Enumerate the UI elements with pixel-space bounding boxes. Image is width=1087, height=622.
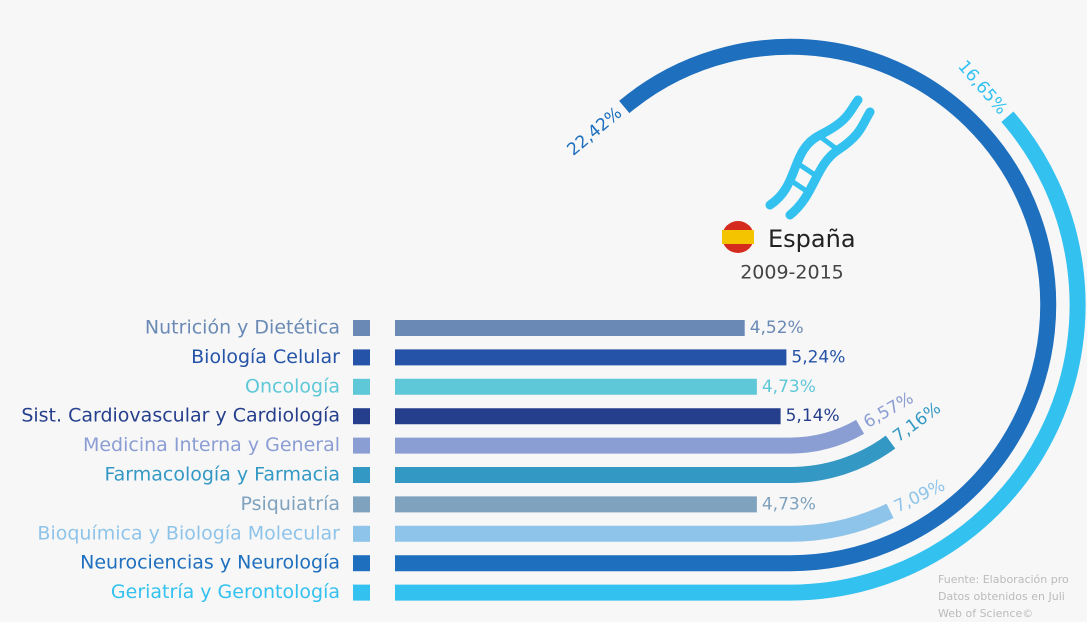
category-label: Biología Celular — [191, 346, 340, 368]
value-label: 4,73% — [762, 377, 816, 397]
legend-swatch — [353, 584, 370, 601]
legend-swatch — [353, 349, 370, 366]
category-label: Oncología — [245, 375, 340, 397]
source: Datos obtenidos en Juli — [938, 590, 1065, 603]
bar — [395, 38, 1057, 572]
category-label: Psiquiatría — [240, 493, 340, 515]
source: Fuente: Elaboración pro — [938, 573, 1069, 586]
legend-swatch — [353, 496, 370, 513]
category-label: Sist. Cardiovascular y Cardiología — [21, 405, 340, 427]
subtitle: 2009-2015 — [740, 262, 844, 284]
bar — [395, 111, 1086, 601]
legend-swatch — [353, 525, 370, 542]
bar — [395, 503, 894, 542]
legend-swatch — [353, 467, 370, 483]
category-label: Nutrición y Dietética — [145, 317, 340, 339]
value-label: 22,42% — [564, 103, 627, 160]
bar — [395, 419, 865, 454]
dna-rung — [797, 162, 821, 180]
dna-rung — [819, 135, 841, 153]
category-label: Medicina Interna y General — [83, 434, 340, 456]
bar — [395, 435, 896, 483]
legend-swatch — [353, 378, 370, 395]
category-label: Farmacología y Farmacia — [104, 464, 340, 486]
legend-swatch — [353, 320, 370, 336]
category-label: Neurociencias y Neurología — [80, 552, 340, 574]
value-label: 5,24% — [791, 347, 845, 367]
flag — [722, 221, 754, 253]
value-label: 5,14% — [786, 406, 840, 426]
category-label: Bioquímica y Biología Molecular — [37, 522, 340, 544]
title: España — [768, 225, 856, 253]
dna-strand — [765, 95, 863, 210]
legend-swatch — [353, 437, 370, 454]
flag-yellow — [722, 230, 754, 244]
dna-rung — [787, 177, 811, 195]
legend-swatch — [353, 408, 370, 425]
value-label: 4,52% — [750, 318, 804, 338]
legend-swatch — [353, 555, 370, 572]
category-label: Geriatría y Gerontología — [111, 581, 340, 603]
value-label: 4,73% — [762, 494, 816, 514]
dna-icon — [765, 95, 875, 220]
source: Web of Science© — [938, 607, 1033, 620]
